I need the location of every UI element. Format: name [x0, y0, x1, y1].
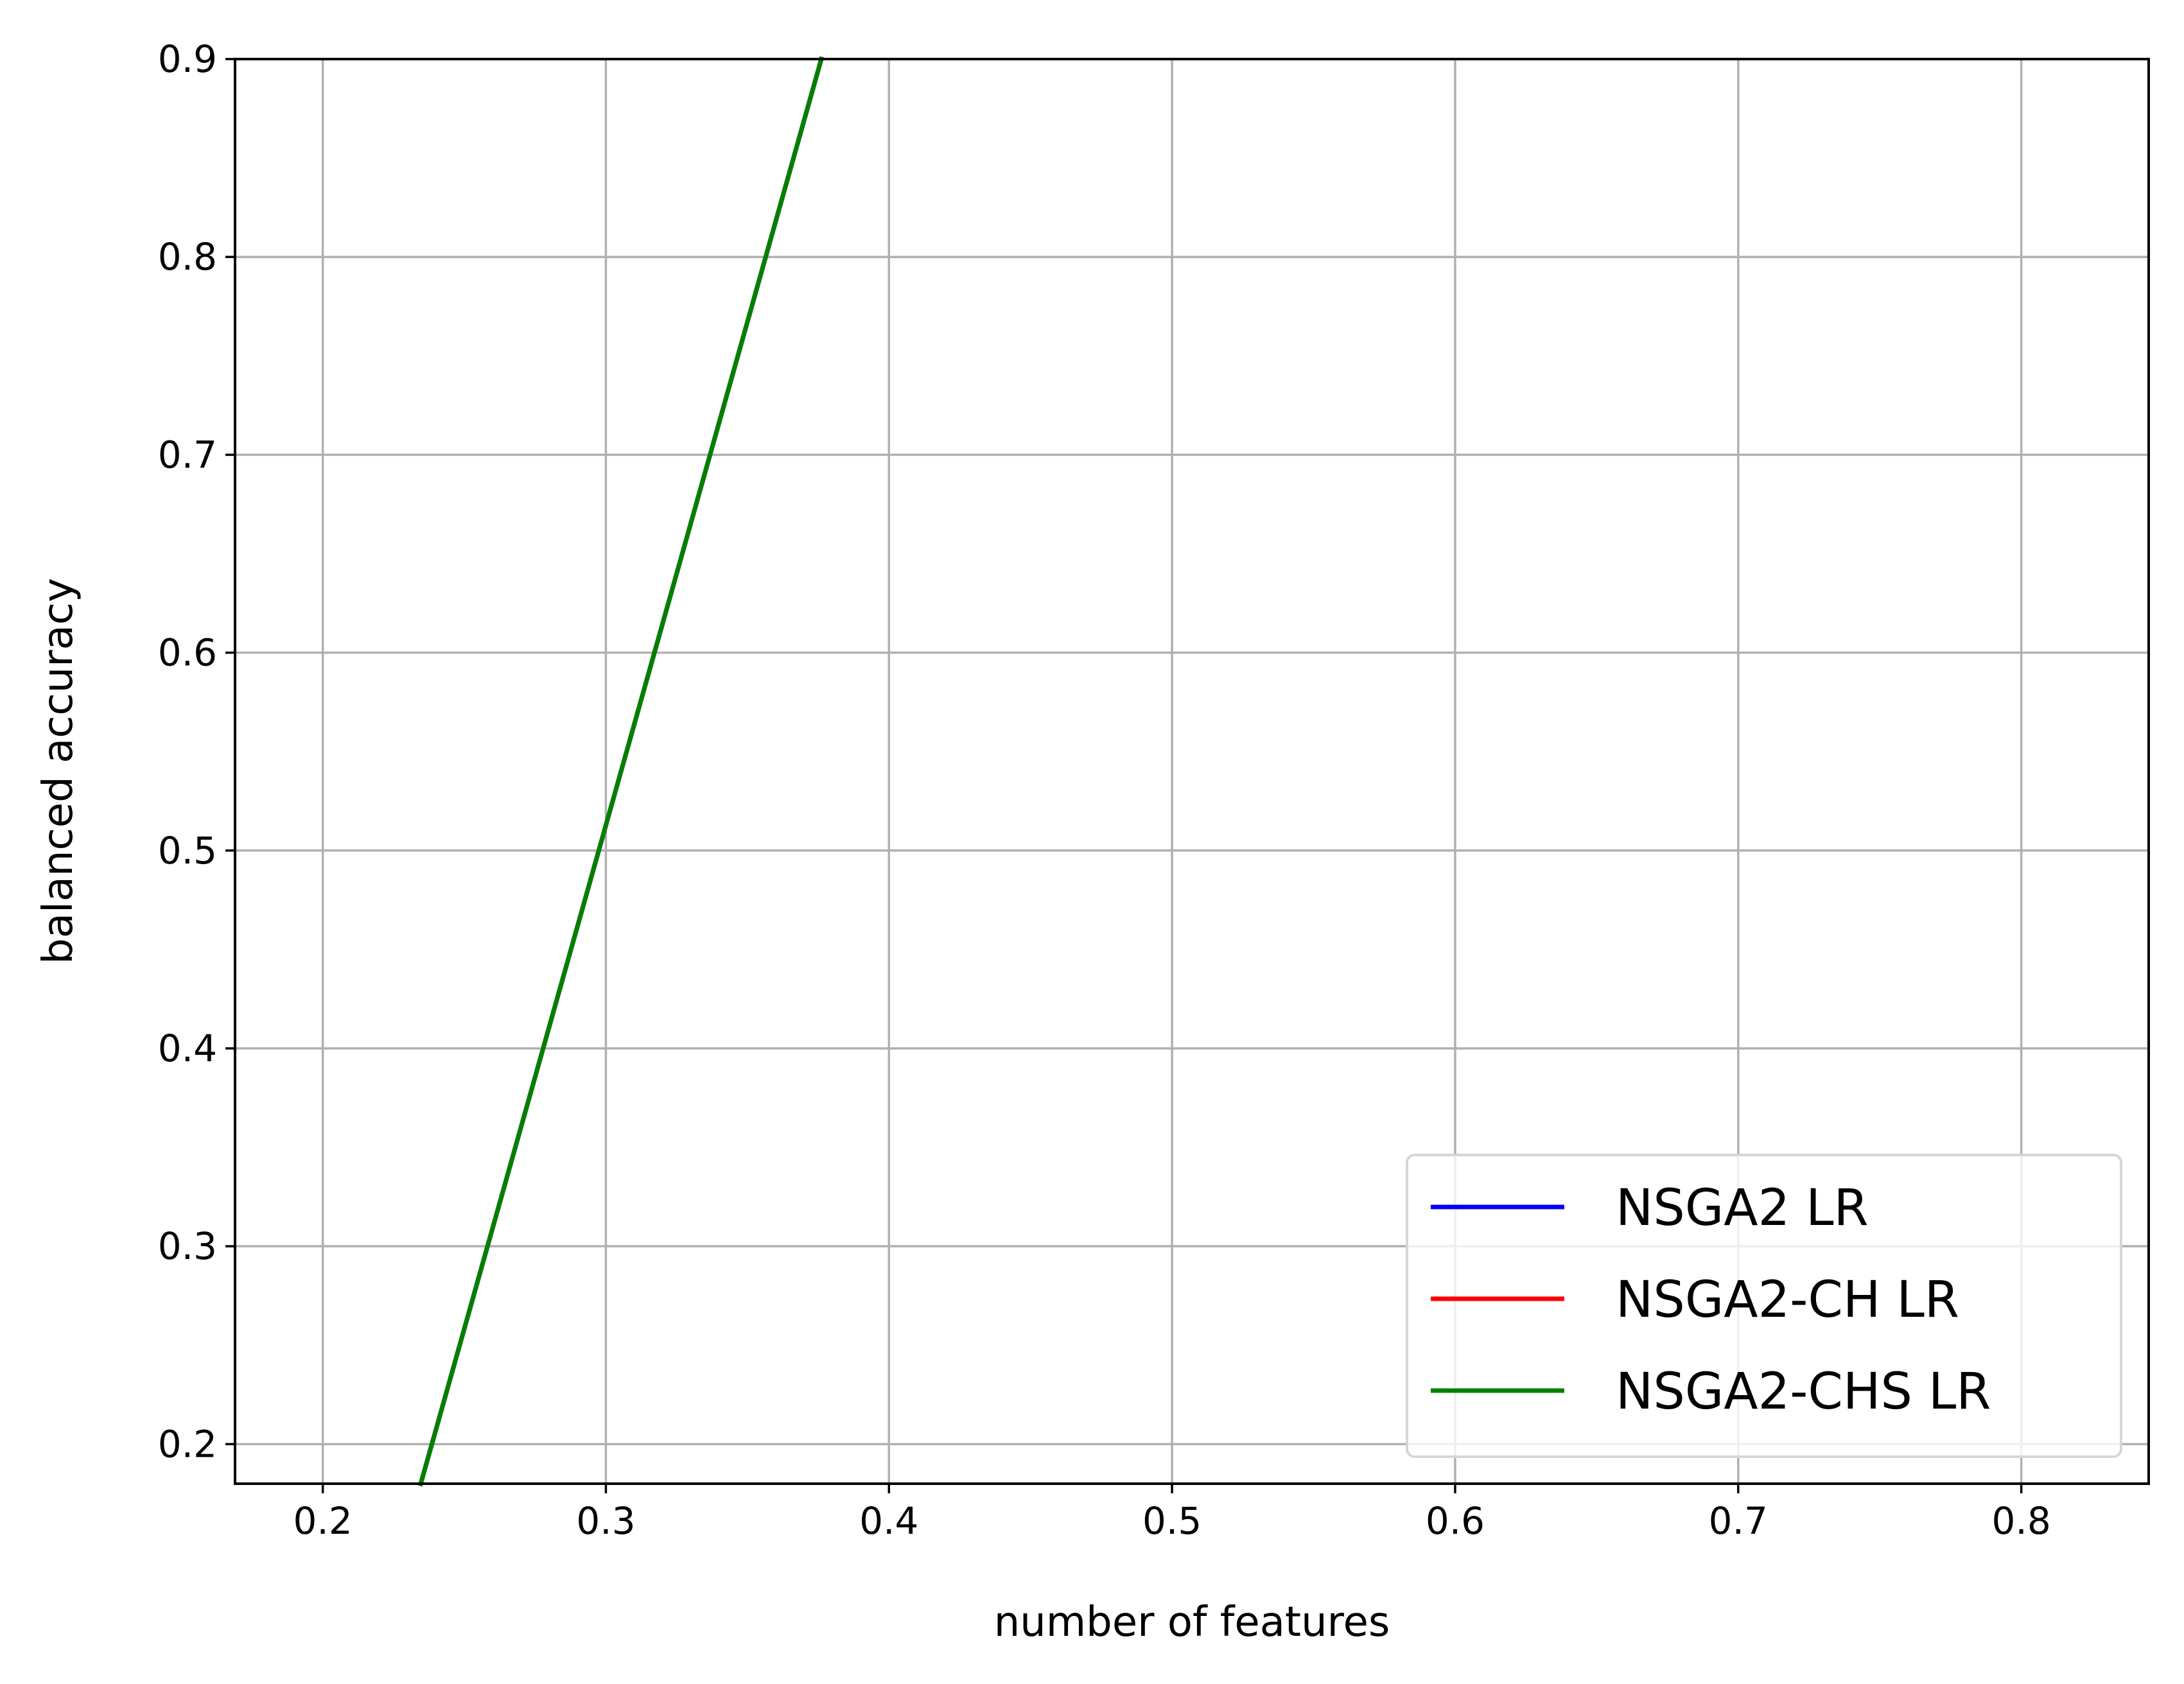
legend-label: NSGA2-CH LR [1616, 1271, 1959, 1329]
y-tick-label: 0.5 [158, 829, 217, 872]
legend-label: NSGA2 LR [1616, 1179, 1869, 1237]
x-tick-label: 0.2 [293, 1499, 353, 1543]
x-tick-label: 0.8 [1992, 1499, 2051, 1543]
series-line-3 [417, 56, 825, 1487]
x-tick-label: 0.4 [859, 1499, 918, 1543]
y-tick-label: 0.8 [158, 235, 217, 279]
y-tick-label: 0.7 [158, 433, 217, 476]
axis-ticks: 0.2 0.3 0.4 0.5 0.6 0.7 0.8 0.2 0.3 0.4 0.5 0.6 0.7 0… [158, 37, 2051, 1543]
series-lines [417, 56, 825, 1487]
legend: NSGA2 LR NSGA2-CH LR NSGA2-CHS LR [1406, 1154, 2122, 1458]
x-tick-label: 0.3 [576, 1499, 635, 1543]
x-tick-label: 0.5 [1142, 1499, 1201, 1543]
y-tick-label: 0.4 [158, 1027, 217, 1070]
y-tick-label: 0.3 [158, 1224, 217, 1268]
y-tick-label: 0.6 [158, 631, 217, 675]
plot-frame [234, 58, 2150, 1485]
x-axis-label: number of features [994, 1599, 1390, 1646]
x-tick-label: 0.6 [1426, 1499, 1485, 1543]
legend-label: NSGA2-CHS LR [1616, 1363, 1991, 1421]
y-axis-label: balanced accuracy [35, 578, 82, 964]
y-tick-label: 0.9 [158, 37, 217, 81]
legend-box [1406, 1154, 2122, 1458]
x-tick-label: 0.7 [1709, 1499, 1768, 1543]
y-tick-label: 0.2 [158, 1422, 217, 1466]
